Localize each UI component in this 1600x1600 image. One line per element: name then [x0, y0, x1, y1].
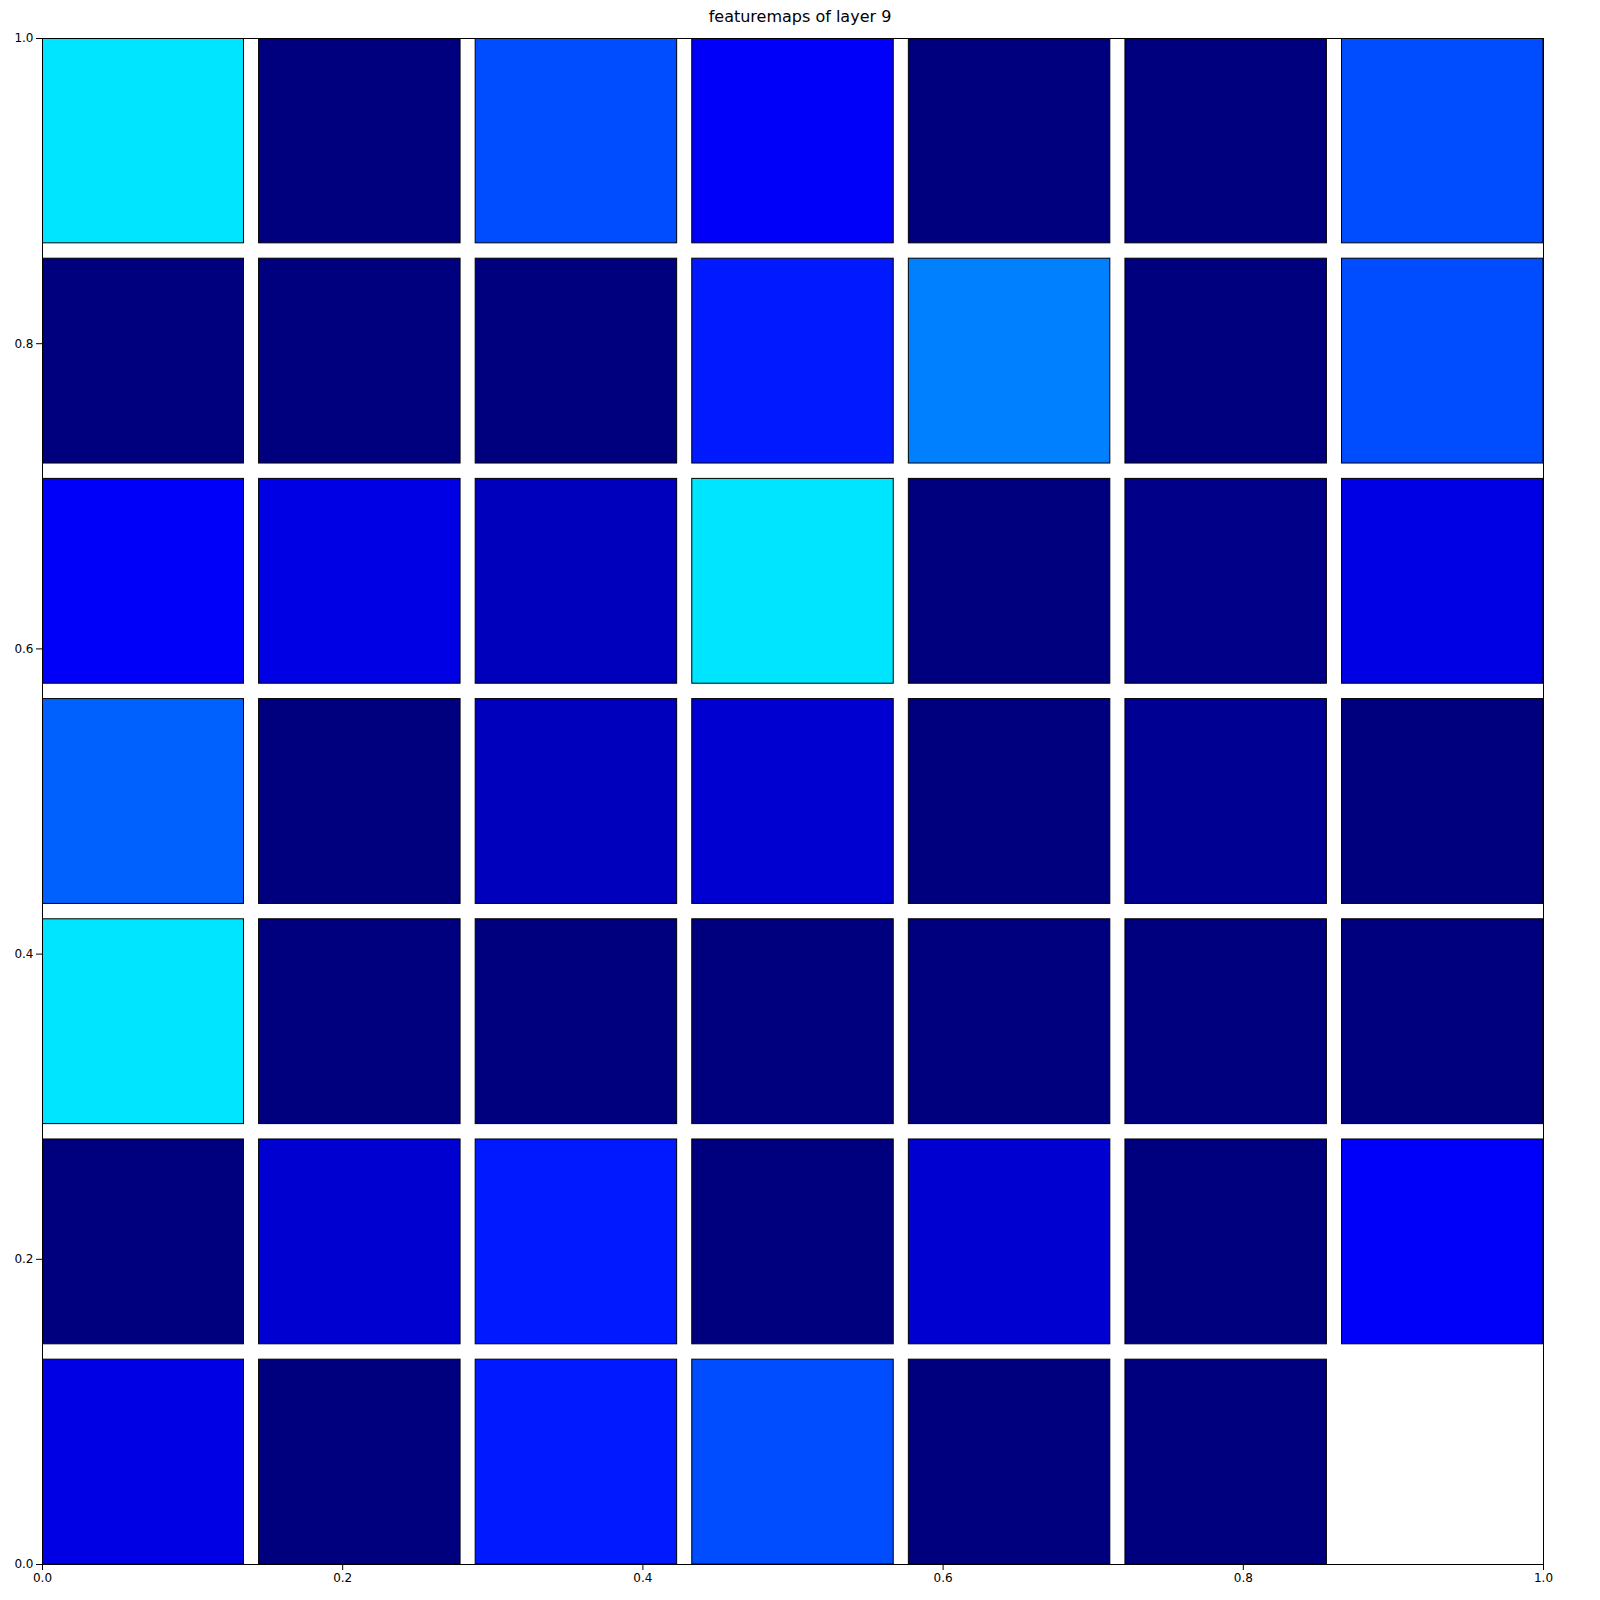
svg-text:0.6: 0.6	[934, 1571, 953, 1585]
svg-text:0.4: 0.4	[633, 1571, 652, 1585]
svg-text:0.8: 0.8	[1234, 1571, 1253, 1585]
html-text:featuremaps of layer 9: featuremaps of layer 9	[708, 7, 892, 26]
svg-text:0.2: 0.2	[14, 1252, 33, 1266]
svg-text:1.0: 1.0	[14, 31, 33, 45]
svg-text:0.4: 0.4	[14, 947, 33, 961]
svg-text:0.0: 0.0	[33, 1571, 52, 1585]
svg-text:1.0: 1.0	[1534, 1571, 1553, 1585]
svg-text:0.0: 0.0	[14, 1557, 33, 1571]
svg-text:0.2: 0.2	[333, 1571, 352, 1585]
svg-text:0.6: 0.6	[14, 642, 33, 656]
svg-text:0.8: 0.8	[14, 337, 33, 351]
